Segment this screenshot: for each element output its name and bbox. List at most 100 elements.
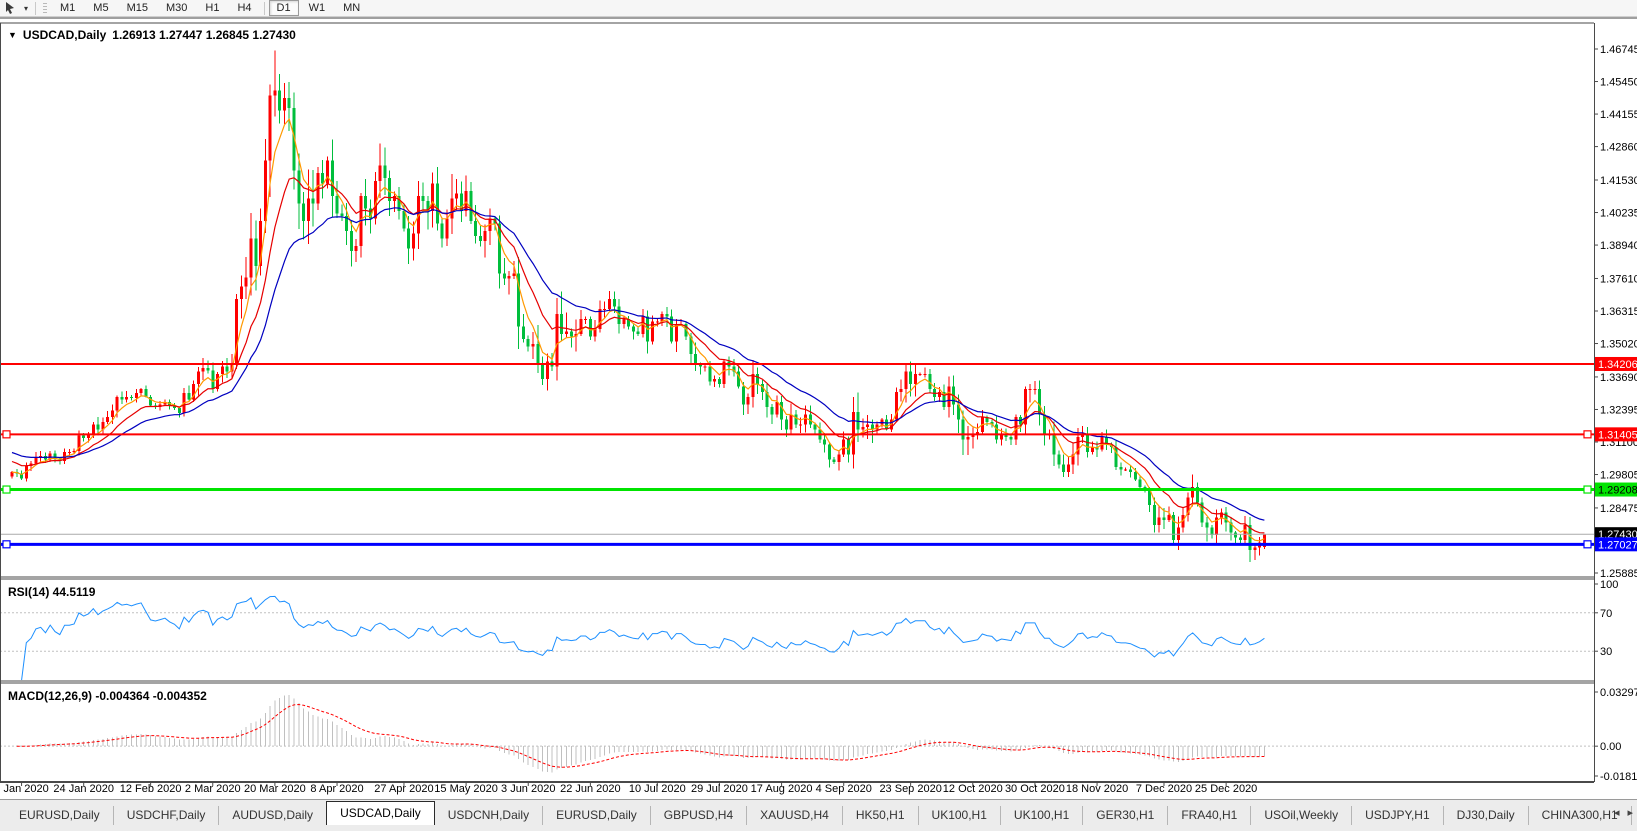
svg-text:-0.018154: -0.018154 — [1600, 771, 1637, 783]
svg-text:1.35020: 1.35020 — [1600, 339, 1637, 351]
chart-tab-fra40-h1[interactable]: FRA40,H1 — [1167, 806, 1250, 825]
chart-tab-xauusd-h4[interactable]: XAUUSD,H4 — [746, 806, 842, 825]
ma-medium-line[interactable] — [11, 177, 1265, 534]
timeframe-button-m1[interactable]: M1 — [60, 2, 76, 14]
svg-text:10 Jul 2020: 10 Jul 2020 — [629, 783, 686, 795]
chart-tab-uk100-h1[interactable]: UK100,H1 — [917, 806, 1000, 825]
svg-text:1.34206: 1.34206 — [1598, 359, 1637, 371]
svg-text:100: 100 — [1600, 579, 1618, 591]
timeframe-button-w1[interactable]: W1 — [308, 2, 326, 14]
svg-text:1.46745: 1.46745 — [1600, 44, 1637, 56]
chart-window: 1.46745 1.45450 1.44155 1.42860 1.41530 1.402… — [0, 22, 1637, 798]
chart-tab-ger30-h1[interactable]: GER30,H1 — [1082, 806, 1167, 825]
toolbar-separator — [263, 1, 265, 15]
cursor-tool-dropdown-icon[interactable]: ▾ — [23, 3, 28, 13]
chart-tab-uk100-h1[interactable]: UK100,H1 — [999, 806, 1082, 825]
svg-text:4 Sep 2020: 4 Sep 2020 — [816, 783, 872, 795]
symbol-period-label: USDCAD,Daily — [22, 28, 107, 42]
chart-tab-usoil-weekly[interactable]: USOil,Weekly — [1250, 806, 1351, 825]
svg-text:1.33690: 1.33690 — [1600, 372, 1637, 384]
price-axis[interactable]: 1.46745 1.45450 1.44155 1.42860 1.41530 1.402… — [1594, 44, 1637, 783]
timeframe-button-m15[interactable]: M15 — [126, 2, 148, 14]
svg-text:0.00: 0.00 — [1600, 741, 1621, 753]
svg-text:22 Jun 2020: 22 Jun 2020 — [560, 783, 621, 795]
toolbar-bottom-rule — [0, 17, 1637, 19]
chart-frames — [0, 22, 1595, 783]
chart-tab-hk50-h1[interactable]: HK50,H1 — [841, 806, 918, 825]
svg-text:0.032972: 0.032972 — [1600, 687, 1637, 699]
svg-text:70: 70 — [1600, 608, 1612, 620]
hline-anchor-marker — [2, 540, 11, 549]
toolbar: ▾ M1 M5 M15 M30 H1 H4 D1 W1 MN — [0, 0, 1637, 17]
tab-scroll-controls: ◂ ▸ — [1614, 806, 1633, 819]
chart-tab-usdchf-daily[interactable]: USDCHF,Daily — [112, 806, 219, 825]
svg-text:1.40235: 1.40235 — [1600, 208, 1637, 220]
hline-anchor-marker — [1583, 540, 1592, 549]
hline-1.27027[interactable] — [0, 540, 1594, 549]
price-tag-1.27027: 1.27027 — [1595, 537, 1637, 552]
chart-tab-audusd-daily[interactable]: AUDUSD,Daily — [218, 806, 326, 825]
timeframe-button-h1[interactable]: H1 — [205, 2, 220, 14]
hline-1.31405[interactable] — [0, 430, 1594, 439]
price-chart-canvas[interactable]: 1.46745 1.45450 1.44155 1.42860 1.41530 1.402… — [0, 22, 1637, 798]
svg-text:8 Apr 2020: 8 Apr 2020 — [310, 783, 363, 795]
price-tag-1.31405: 1.31405 — [1595, 427, 1637, 442]
svg-text:1.32395: 1.32395 — [1600, 404, 1637, 416]
svg-text:27 Apr 2020: 27 Apr 2020 — [374, 783, 433, 795]
timeframe-button-m5[interactable]: M5 — [93, 2, 109, 14]
hline-1.29208[interactable] — [0, 485, 1594, 494]
timeframe-button-h4[interactable]: H4 — [237, 2, 252, 14]
ma-fast-line[interactable] — [11, 117, 1265, 542]
svg-text:1.42860: 1.42860 — [1600, 142, 1637, 154]
hline-anchor-marker — [1583, 485, 1592, 494]
svg-text:6 Jan 2020: 6 Jan 2020 — [0, 783, 49, 795]
one-click-trading-toggle-icon[interactable]: ▼ — [8, 30, 17, 40]
chart-tab-gbpusd-h4[interactable]: GBPUSD,H4 — [649, 806, 746, 825]
hline-anchor-marker — [2, 485, 11, 494]
toolbar-separator — [35, 1, 36, 15]
svg-text:30: 30 — [1600, 646, 1612, 658]
price-tag-1.29208: 1.29208 — [1595, 482, 1637, 497]
svg-text:24 Jan 2020: 24 Jan 2020 — [53, 783, 114, 795]
macd-histogram — [16, 694, 1265, 773]
svg-text:25 Dec 2020: 25 Dec 2020 — [1195, 783, 1257, 795]
svg-text:29 Jul 2020: 29 Jul 2020 — [691, 783, 748, 795]
svg-text:23 Sep 2020: 23 Sep 2020 — [879, 783, 941, 795]
hline-anchor-marker — [1583, 430, 1592, 439]
chart-tab-dj30-daily[interactable]: DJ30,Daily — [1442, 806, 1528, 825]
tab-scroll-left-icon[interactable]: ◂ — [1613, 807, 1620, 819]
svg-text:30 Oct 2020: 30 Oct 2020 — [1005, 783, 1065, 795]
rsi-indicator-label: RSI(14) 44.5119 — [8, 585, 96, 599]
chart-tab-usoil-[interactable]: USOil, — [1630, 806, 1637, 825]
chart-tab-usdcad-daily[interactable]: USDCAD,Daily — [326, 801, 435, 825]
chart-tab-eurusd-daily[interactable]: EURUSD,Daily — [542, 806, 650, 825]
svg-text:1.31405: 1.31405 — [1598, 429, 1637, 441]
timeframe-button-d1[interactable]: D1 — [268, 0, 299, 16]
chart-tab-usdcnh-daily[interactable]: USDCNH,Daily — [447, 808, 530, 822]
svg-text:1.29208: 1.29208 — [1598, 485, 1637, 497]
svg-text:3 Jun 2020: 3 Jun 2020 — [501, 783, 555, 795]
svg-text:12 Feb 2020: 12 Feb 2020 — [120, 783, 182, 795]
macd-signal-line — [16, 703, 1265, 768]
svg-text:15 May 2020: 15 May 2020 — [434, 783, 498, 795]
svg-text:20 Mar 2020: 20 Mar 2020 — [244, 783, 306, 795]
svg-text:2 Mar 2020: 2 Mar 2020 — [185, 783, 241, 795]
toolbar-grip-handle[interactable] — [43, 2, 47, 14]
svg-text:18 Nov 2020: 18 Nov 2020 — [1066, 783, 1128, 795]
ma-slow-line[interactable] — [11, 207, 1265, 521]
timeframe-button-m30[interactable]: M30 — [165, 2, 188, 14]
chart-tab-usdjpy-h1[interactable]: USDJPY,H1 — [1351, 806, 1442, 825]
macd-indicator-label: MACD(12,26,9) -0.004364 -0.004352 — [8, 689, 207, 703]
cursor-tool-icon[interactable] — [0, 1, 20, 15]
ohlc-values: 1.26913 1.27447 1.26845 1.27430 — [112, 28, 296, 42]
chart-tabs: EURUSD,Daily USDCHF,Daily AUDUSD,Daily USDC… — [0, 800, 1637, 825]
tab-scroll-right-icon[interactable]: ▸ — [1627, 807, 1633, 819]
chart-tab-china300-h1[interactable]: CHINA300,H1 — [1527, 806, 1631, 825]
svg-text:1.28475: 1.28475 — [1600, 503, 1637, 515]
svg-text:7 Dec 2020: 7 Dec 2020 — [1136, 783, 1192, 795]
chart-tab-eurusd-daily[interactable]: EURUSD,Daily — [19, 808, 100, 822]
timeframe-button-mn[interactable]: MN — [343, 2, 361, 14]
svg-text:1.37610: 1.37610 — [1600, 273, 1637, 285]
